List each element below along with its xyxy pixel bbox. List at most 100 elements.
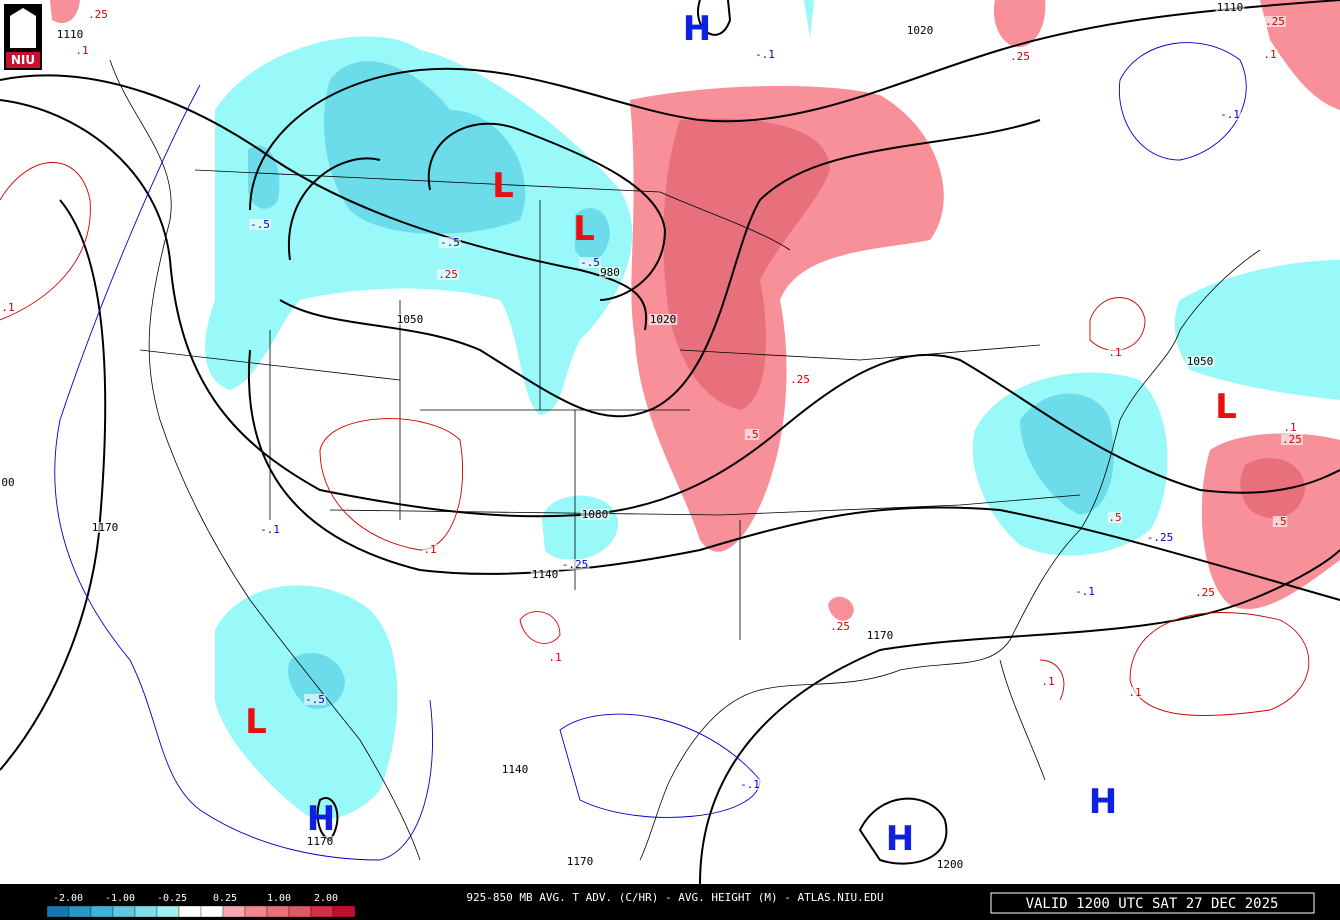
- contour-label: .5: [745, 428, 758, 441]
- contour-label-bg: [1107, 347, 1123, 358]
- logo: NIU: [4, 4, 42, 70]
- contour-label: -.5: [440, 236, 460, 249]
- contour-label: .1: [1108, 346, 1121, 359]
- contour-label-bg: [739, 779, 761, 790]
- contour-label: .25: [1282, 433, 1302, 446]
- contour-label-bg: [249, 219, 271, 230]
- contour-label-bg: [0, 302, 16, 313]
- contour-label-bg: [547, 652, 563, 663]
- height-contour: [249, 0, 1340, 211]
- contour-label: -.1: [1075, 585, 1095, 598]
- colorbar-swatch: [332, 905, 356, 918]
- height-contour: [0, 99, 1340, 518]
- contour-label-bg: [1145, 532, 1175, 543]
- colorbar-swatch: [288, 905, 312, 918]
- contour-label-bg: [530, 569, 560, 580]
- contour-label: 1170: [92, 521, 119, 534]
- colorbar-swatch: [134, 905, 158, 918]
- footer-title: 925-850 MB AVG. T ADV. (C/HR) - AVG. HEI…: [466, 891, 883, 904]
- contour-label: 1020: [650, 313, 677, 326]
- contour-label-bg: [744, 429, 760, 440]
- warm-advection-strong: [663, 118, 830, 410]
- warm-contour: [0, 162, 1310, 716]
- high-center: H: [886, 819, 914, 859]
- contour-label: .25: [1195, 586, 1215, 599]
- contour-label-bg: [0, 477, 16, 488]
- colorbar-swatch: [112, 905, 136, 918]
- contour-label: .1: [1128, 686, 1141, 699]
- valid-time: VALID 1200 UTC SAT 27 DEC 2025: [1026, 896, 1279, 912]
- contour-label: -.5: [580, 256, 600, 269]
- contour-label: 1110: [57, 28, 84, 41]
- colorbar-label: -2.00: [53, 893, 83, 904]
- low-center: L: [245, 702, 267, 742]
- contour-label-bg: [1215, 2, 1245, 13]
- contour-label: .5: [1108, 511, 1121, 524]
- contour-label: .1: [1, 301, 14, 314]
- warm-advection-strong: [1240, 458, 1305, 519]
- contour-label-bg: [579, 257, 601, 268]
- contour-label-bg: [439, 237, 461, 248]
- contour-label: 1140: [502, 763, 529, 776]
- contour-label: .1: [1041, 675, 1054, 688]
- contour-label: .1: [1263, 48, 1276, 61]
- low-center: L: [1215, 387, 1237, 427]
- contour-label-bg: [905, 25, 935, 36]
- colorbar-swatch: [90, 905, 114, 918]
- colorbar-label: -0.25: [157, 893, 187, 904]
- contour-label: .25: [438, 268, 458, 281]
- colorbar-swatch: [178, 905, 202, 918]
- contour-label-bg: [395, 314, 425, 325]
- contour-label-bg: [500, 764, 530, 775]
- contour-label: -.1: [260, 523, 280, 536]
- warm-advection: [50, 0, 1340, 621]
- cold-advection-strong: [248, 61, 610, 262]
- contour-label: -.5: [250, 218, 270, 231]
- colorbar-label: -1.00: [105, 893, 135, 904]
- contour-label: 1020: [907, 24, 934, 37]
- colorbar-swatch: [310, 905, 334, 918]
- contour-label: -.1: [1220, 108, 1240, 121]
- contour-label-bg: [829, 621, 851, 632]
- contour-label: .25: [1265, 15, 1285, 28]
- contour-label-bg: [1194, 587, 1216, 598]
- height-contour: [0, 74, 648, 331]
- contour-label: 1170: [867, 629, 894, 642]
- contour-label: .1: [423, 543, 436, 556]
- contour-label-bg: [259, 524, 281, 535]
- contour-label-bg: [437, 269, 459, 280]
- high-center: H: [683, 9, 711, 49]
- contour-label-bg: [754, 49, 776, 60]
- colorbar-label: 0.25: [213, 893, 237, 904]
- contour-label: -.5: [305, 693, 325, 706]
- coastline: [109, 59, 1261, 861]
- colorbar-swatch: [222, 905, 246, 918]
- contour-label-bg: [1040, 676, 1056, 687]
- contour-label: .1: [75, 44, 88, 57]
- height-contour: [279, 119, 1041, 418]
- contour-label: -.1: [740, 778, 760, 791]
- cold-advection: [215, 0, 1340, 820]
- contour-label-bg: [87, 9, 109, 20]
- height-contour: [699, 549, 1340, 885]
- contour-label: .25: [830, 620, 850, 633]
- contour-label-bg: [1264, 16, 1286, 27]
- contour-label-bg: [1262, 49, 1278, 60]
- height-contour: [427, 122, 667, 301]
- colorbar-swatch: [46, 905, 70, 918]
- height-contours: [0, 0, 1340, 885]
- contour-label: 1050: [397, 313, 424, 326]
- valid-box: [990, 892, 1315, 914]
- boundaries: [109, 59, 1261, 861]
- contour-label-bg: [422, 544, 438, 555]
- cold-advection-strong: [288, 393, 1114, 709]
- contour-label: 1170: [307, 835, 334, 848]
- contour-label: 1170: [567, 855, 594, 868]
- contour-label-bg: [90, 522, 120, 533]
- contour-label: .1: [548, 651, 561, 664]
- colorbar-swatch: [68, 905, 92, 918]
- contour-label-bg: [1219, 109, 1241, 120]
- contour-label-bg: [1074, 586, 1096, 597]
- contour-label: 1140: [532, 568, 559, 581]
